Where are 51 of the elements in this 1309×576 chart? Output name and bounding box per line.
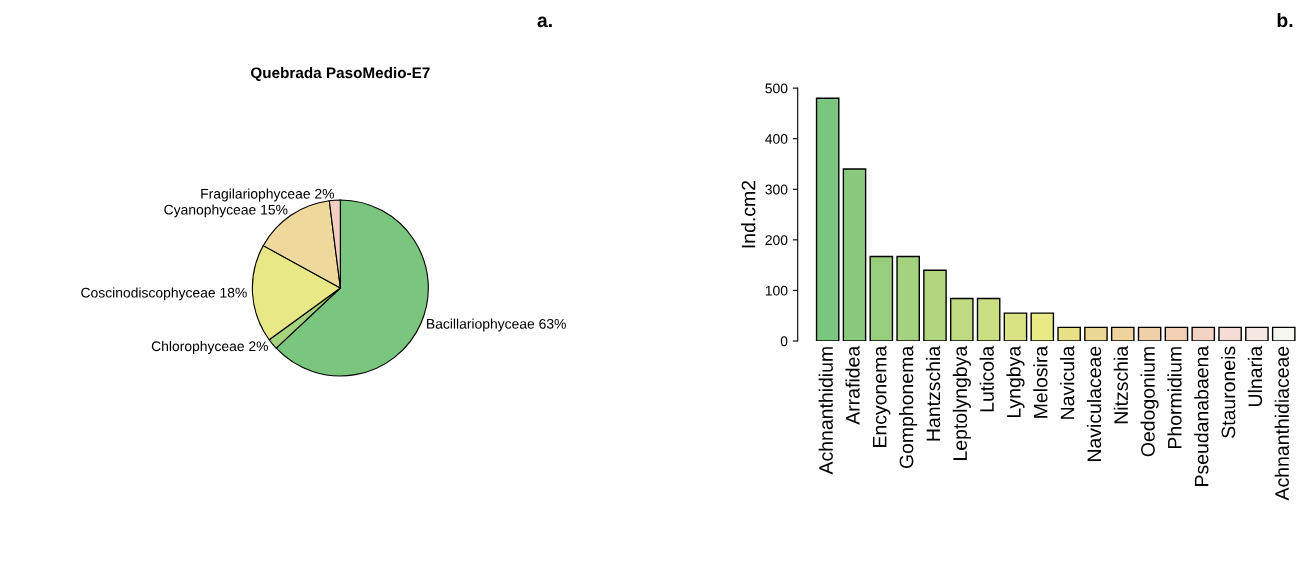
slice-label: Coscinodiscophyceae 18% bbox=[81, 287, 247, 301]
x-tick-label: Encyonema bbox=[872, 345, 891, 447]
y-tick-label: 200 bbox=[765, 235, 788, 246]
x-tick-label: Gomphonema bbox=[899, 345, 918, 469]
x-tick-label: Stauroneis bbox=[1221, 346, 1236, 438]
x-tick-label: Navicula bbox=[1060, 345, 1075, 419]
slice-label: Bacillariophyceae 63% bbox=[427, 318, 566, 332]
bar bbox=[842, 168, 867, 341]
bar bbox=[1137, 326, 1162, 341]
slice-label: Cyanophyceae 15% bbox=[164, 204, 288, 218]
y-tick-label: 400 bbox=[765, 134, 788, 144]
chart-title: Quebrada PasoMedio-E7 bbox=[250, 66, 430, 82]
text: b. bbox=[1277, 12, 1293, 28]
bar bbox=[1218, 326, 1242, 341]
x-tick-label: Ulnaria bbox=[1247, 345, 1263, 406]
y-tick-label: 500 bbox=[765, 83, 788, 94]
bar bbox=[1030, 312, 1055, 341]
bar bbox=[1164, 326, 1189, 341]
bar bbox=[949, 297, 974, 341]
x-tick-label: Nitzschia bbox=[1113, 345, 1128, 424]
y-tick-label: 0 bbox=[780, 336, 788, 347]
bar bbox=[1271, 326, 1296, 341]
x-tick-label: Hantzschia bbox=[925, 345, 941, 441]
y-axis-title: Ind.cm2 bbox=[741, 180, 756, 248]
x-tick-label: Luticola bbox=[979, 345, 994, 412]
slice-label: Fragilariophyceae 2% bbox=[201, 188, 334, 202]
x-tick-label: Phormidium bbox=[1167, 347, 1182, 448]
slice-label: Chlorophyceae 2% bbox=[151, 340, 269, 354]
bar bbox=[869, 255, 894, 341]
x-tick-label: Naviculaceae bbox=[1086, 346, 1102, 461]
x-tick-label: Arrafidea bbox=[845, 345, 860, 425]
bar bbox=[976, 297, 1001, 341]
x-tick-label: Leptolyngbya bbox=[952, 345, 971, 460]
bar bbox=[815, 97, 840, 341]
bar bbox=[1110, 326, 1135, 341]
bar bbox=[1057, 326, 1081, 341]
text: a. bbox=[537, 16, 552, 28]
x-tick-label: Lyngbya bbox=[1006, 345, 1025, 418]
y-tick-label: 100 bbox=[765, 285, 788, 296]
y-tick-label: 300 bbox=[765, 184, 788, 195]
x-tick-label: Melosira bbox=[1033, 345, 1048, 418]
x-tick-label: Oedogonium bbox=[1140, 347, 1159, 457]
bar bbox=[1084, 326, 1108, 341]
x-tick-label: Pseudanabaena bbox=[1194, 345, 1209, 486]
bar bbox=[923, 269, 947, 341]
bar bbox=[1245, 326, 1269, 341]
bar bbox=[1003, 312, 1028, 341]
bar bbox=[896, 255, 920, 341]
bar bbox=[1191, 326, 1216, 341]
x-tick-label: Achnanthidium bbox=[818, 347, 833, 475]
x-tick-label: Achnanthidiaceae bbox=[1274, 346, 1289, 501]
